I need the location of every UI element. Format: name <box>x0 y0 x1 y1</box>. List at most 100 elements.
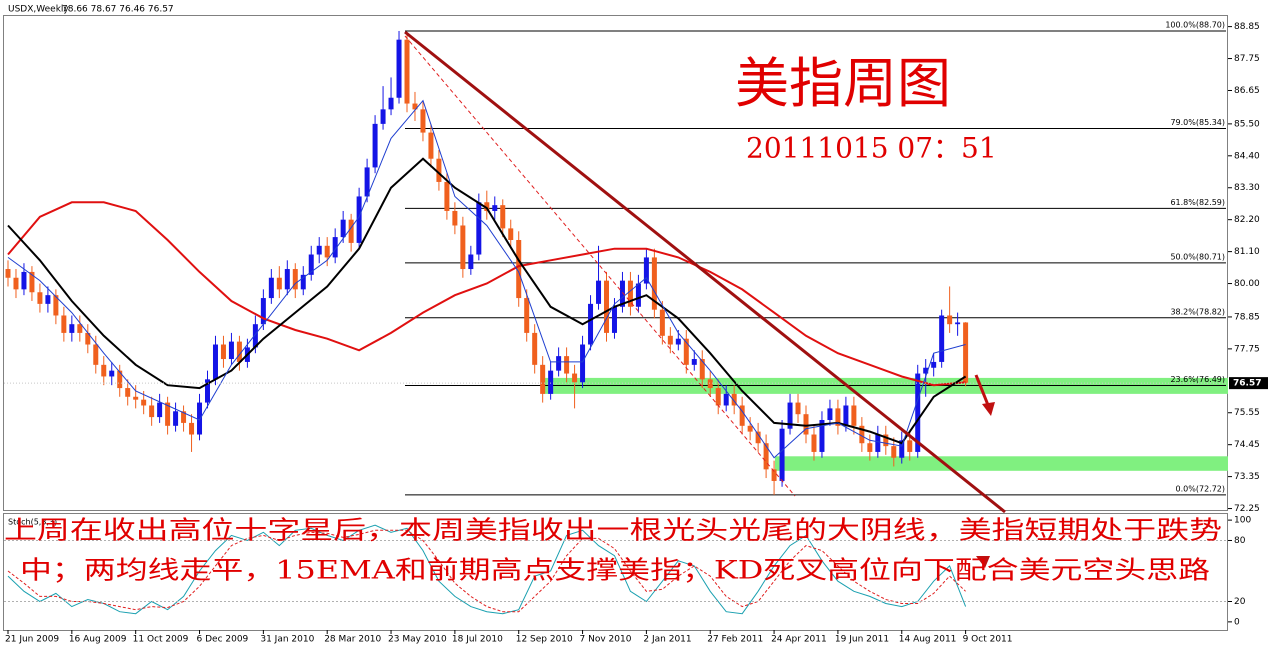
candle-body <box>635 283 641 307</box>
candle-body <box>133 396 139 400</box>
candle-body <box>747 425 753 432</box>
candle-body <box>939 315 945 362</box>
x-tick-label: 11 Oct 2009 <box>133 635 189 645</box>
candle-body <box>428 132 434 159</box>
stoch-pane <box>3 513 1228 631</box>
headline: 美指周图 <box>735 52 951 115</box>
candle-body <box>452 210 458 226</box>
candle-body <box>21 271 27 290</box>
candle-body <box>731 393 737 406</box>
candle-body <box>931 361 937 368</box>
y-tick-label: 82.20 <box>1234 215 1260 225</box>
candle-body <box>165 402 171 426</box>
candle-body <box>173 411 179 426</box>
x-tick-label: 19 Jun 2011 <box>835 635 889 645</box>
y-tick-label: 80.00 <box>1234 279 1260 289</box>
candle-body <box>532 332 538 365</box>
candle-body <box>915 373 921 452</box>
candle-body <box>468 254 474 270</box>
candle-body <box>723 393 729 406</box>
candle-body <box>53 295 59 316</box>
x-tick-label: 14 Aug 2011 <box>899 635 957 645</box>
trend-line <box>404 30 1006 514</box>
candle-body <box>907 440 913 452</box>
candle-body <box>923 367 929 374</box>
candle-body <box>524 298 530 333</box>
candle-body <box>947 315 953 325</box>
candle-body <box>356 196 362 243</box>
candle-body <box>627 280 633 307</box>
x-tick-label: 27 Feb 2011 <box>707 635 763 645</box>
fib-label: 23.6%(76.49) <box>1170 375 1225 384</box>
y-tick-label: 86.65 <box>1234 86 1260 96</box>
candle-body <box>604 280 609 333</box>
candle-body <box>955 322 961 325</box>
arrow <box>974 374 995 416</box>
x-tick-label: 18 Jul 2010 <box>452 635 503 645</box>
candle-body <box>436 158 442 182</box>
x-tick-label: 28 Mar 2010 <box>324 635 381 645</box>
candle-body <box>292 269 298 290</box>
candle-body <box>667 335 673 345</box>
channel-line <box>404 35 796 497</box>
candle-body <box>508 228 514 240</box>
price-box <box>1229 377 1268 390</box>
candle-body <box>197 402 203 435</box>
symbol-label: USDX,Weekly <box>8 5 69 15</box>
candle-body <box>699 359 705 380</box>
candle-body <box>516 240 522 299</box>
candle-body <box>564 356 570 374</box>
candle-body <box>5 269 11 278</box>
candle-body <box>763 443 769 470</box>
annotation-line: 上周在收出高位十字星后，本周美指收出一根光头光尾的大阴线，美指短期处于跌势 <box>4 516 1222 545</box>
y-tick-label: 72.25 <box>1234 504 1260 514</box>
candle-body <box>572 373 578 383</box>
ohlc-label: 78.66 78.67 76.46 76.57 <box>62 5 174 15</box>
candle-body <box>899 440 905 458</box>
candle-body <box>372 123 378 168</box>
candle-body <box>835 408 841 426</box>
y-tick-label: 88.85 <box>1234 22 1260 32</box>
x-tick-label: 6 Dec 2009 <box>197 635 249 645</box>
candle-body <box>316 245 322 255</box>
y-tick-label: 74.45 <box>1234 440 1260 450</box>
fib-label: 38.2%(78.82) <box>1170 307 1225 316</box>
candle-body <box>460 225 466 270</box>
candle-body <box>827 408 833 420</box>
candle-body <box>484 202 490 211</box>
candle-body <box>867 443 873 452</box>
candle-body <box>556 356 562 371</box>
candle-body <box>596 280 602 304</box>
x-tick-label: 16 Aug 2009 <box>69 635 127 645</box>
y-tick-label: 84.40 <box>1234 151 1260 161</box>
indicator-line <box>7 529 966 613</box>
fib-label: 0.0%(72.72) <box>1176 484 1225 493</box>
candle-body <box>205 379 210 403</box>
candle-body <box>37 292 43 304</box>
candle-body <box>157 402 163 418</box>
candle-body <box>659 309 665 336</box>
x-tick-label: 21 Jun 2009 <box>5 635 59 645</box>
candle-body <box>260 298 266 325</box>
candle-body <box>236 341 242 362</box>
candle-body <box>619 280 625 307</box>
candle-body <box>276 277 282 290</box>
y-tick-label: 0 <box>1234 617 1240 627</box>
candle-body <box>739 405 745 426</box>
candle-body <box>340 219 346 238</box>
x-tick-label: 7 Nov 2010 <box>580 635 632 645</box>
x-tick-label: 2 Jan 2011 <box>643 635 691 645</box>
candle-body <box>220 344 226 360</box>
candle-body <box>45 295 51 304</box>
candle-body <box>93 344 99 365</box>
candle-body <box>181 411 187 423</box>
candle-body <box>580 344 586 383</box>
fib-label: 50.0%(80.71) <box>1170 252 1225 261</box>
candle-body <box>228 341 234 360</box>
candle-body <box>125 388 131 397</box>
candle-body <box>284 269 290 290</box>
y-tick-label: 75.55 <box>1234 408 1260 418</box>
support-zone <box>775 456 1228 471</box>
candle-body <box>771 469 777 481</box>
candle-body <box>755 431 761 444</box>
